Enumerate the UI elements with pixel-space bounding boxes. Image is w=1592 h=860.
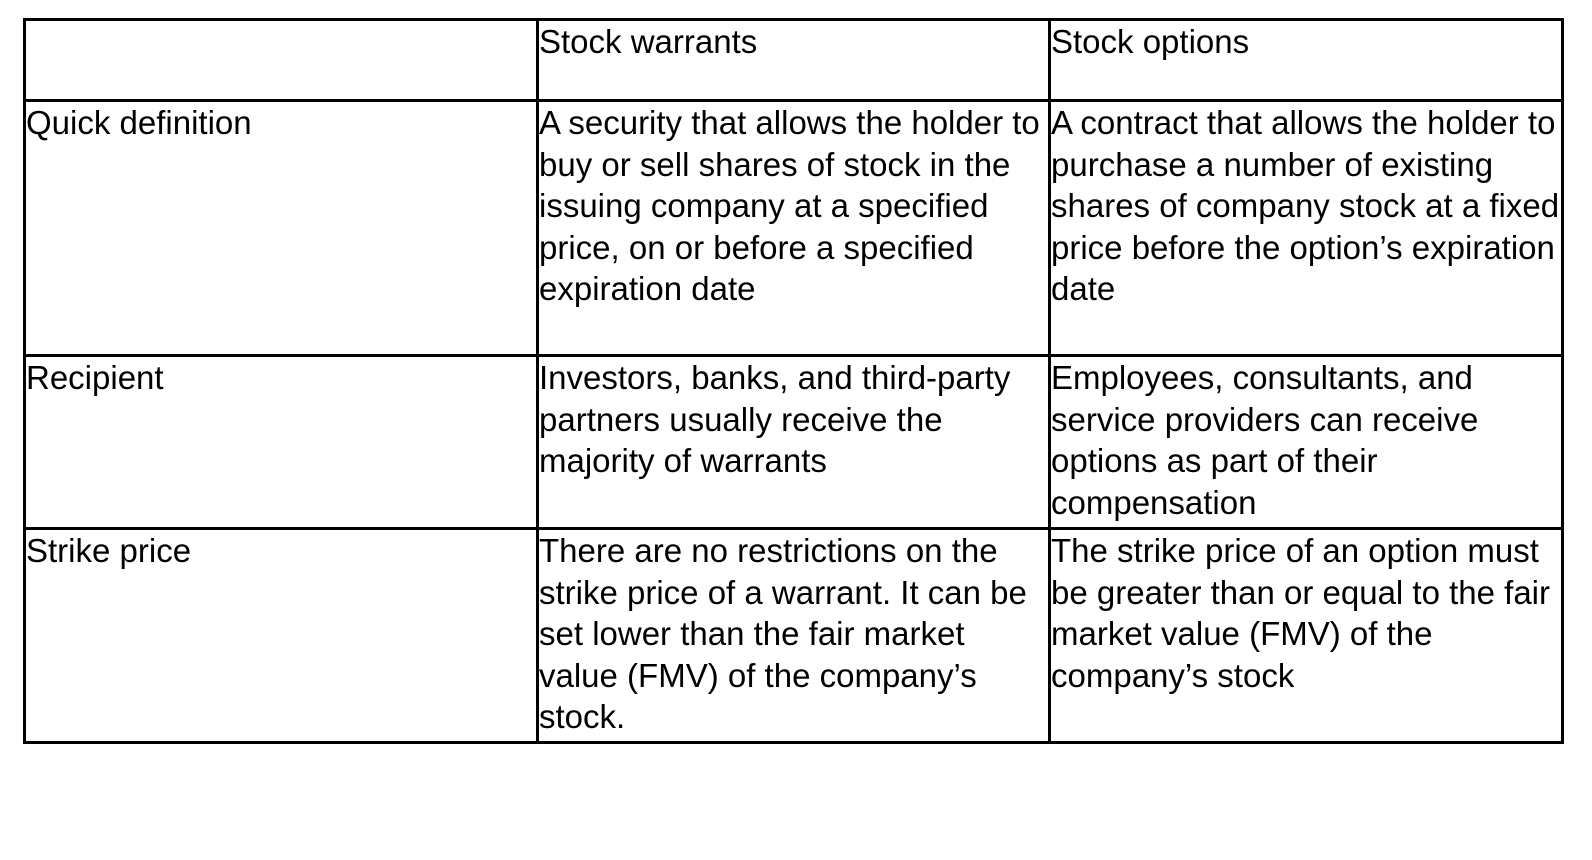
cell-options-recipient: Employees, consultants, and service prov… — [1048, 354, 1564, 530]
cell-options-strike-price: The strike price of an option must be gr… — [1048, 527, 1564, 744]
cell-warrants-quick-definition: A security that allows the holder to buy… — [536, 99, 1051, 357]
header-row: Stock warrants Stock options — [23, 18, 1564, 102]
row-label-recipient: Recipient — [23, 354, 539, 530]
cell-warrants-recipient: Investors, banks, and third-party partne… — [536, 354, 1051, 530]
corner-cell — [23, 18, 539, 102]
table-row-quick-definition: Quick definition A security that allows … — [23, 99, 1564, 357]
cell-options-quick-definition: A contract that allows the holder to pur… — [1048, 99, 1564, 357]
table-row-strike-price: Strike price There are no restrictions o… — [23, 527, 1564, 744]
comparison-table: Stock warrants Stock options Quick defin… — [23, 18, 1564, 744]
row-label-strike-price: Strike price — [23, 527, 539, 744]
column-header-stock-warrants: Stock warrants — [536, 18, 1051, 102]
row-label-quick-definition: Quick definition — [23, 99, 539, 357]
cell-warrants-strike-price: There are no restrictions on the strike … — [536, 527, 1051, 744]
column-header-stock-options: Stock options — [1048, 18, 1564, 102]
table-row-recipient: Recipient Investors, banks, and third-pa… — [23, 354, 1564, 530]
